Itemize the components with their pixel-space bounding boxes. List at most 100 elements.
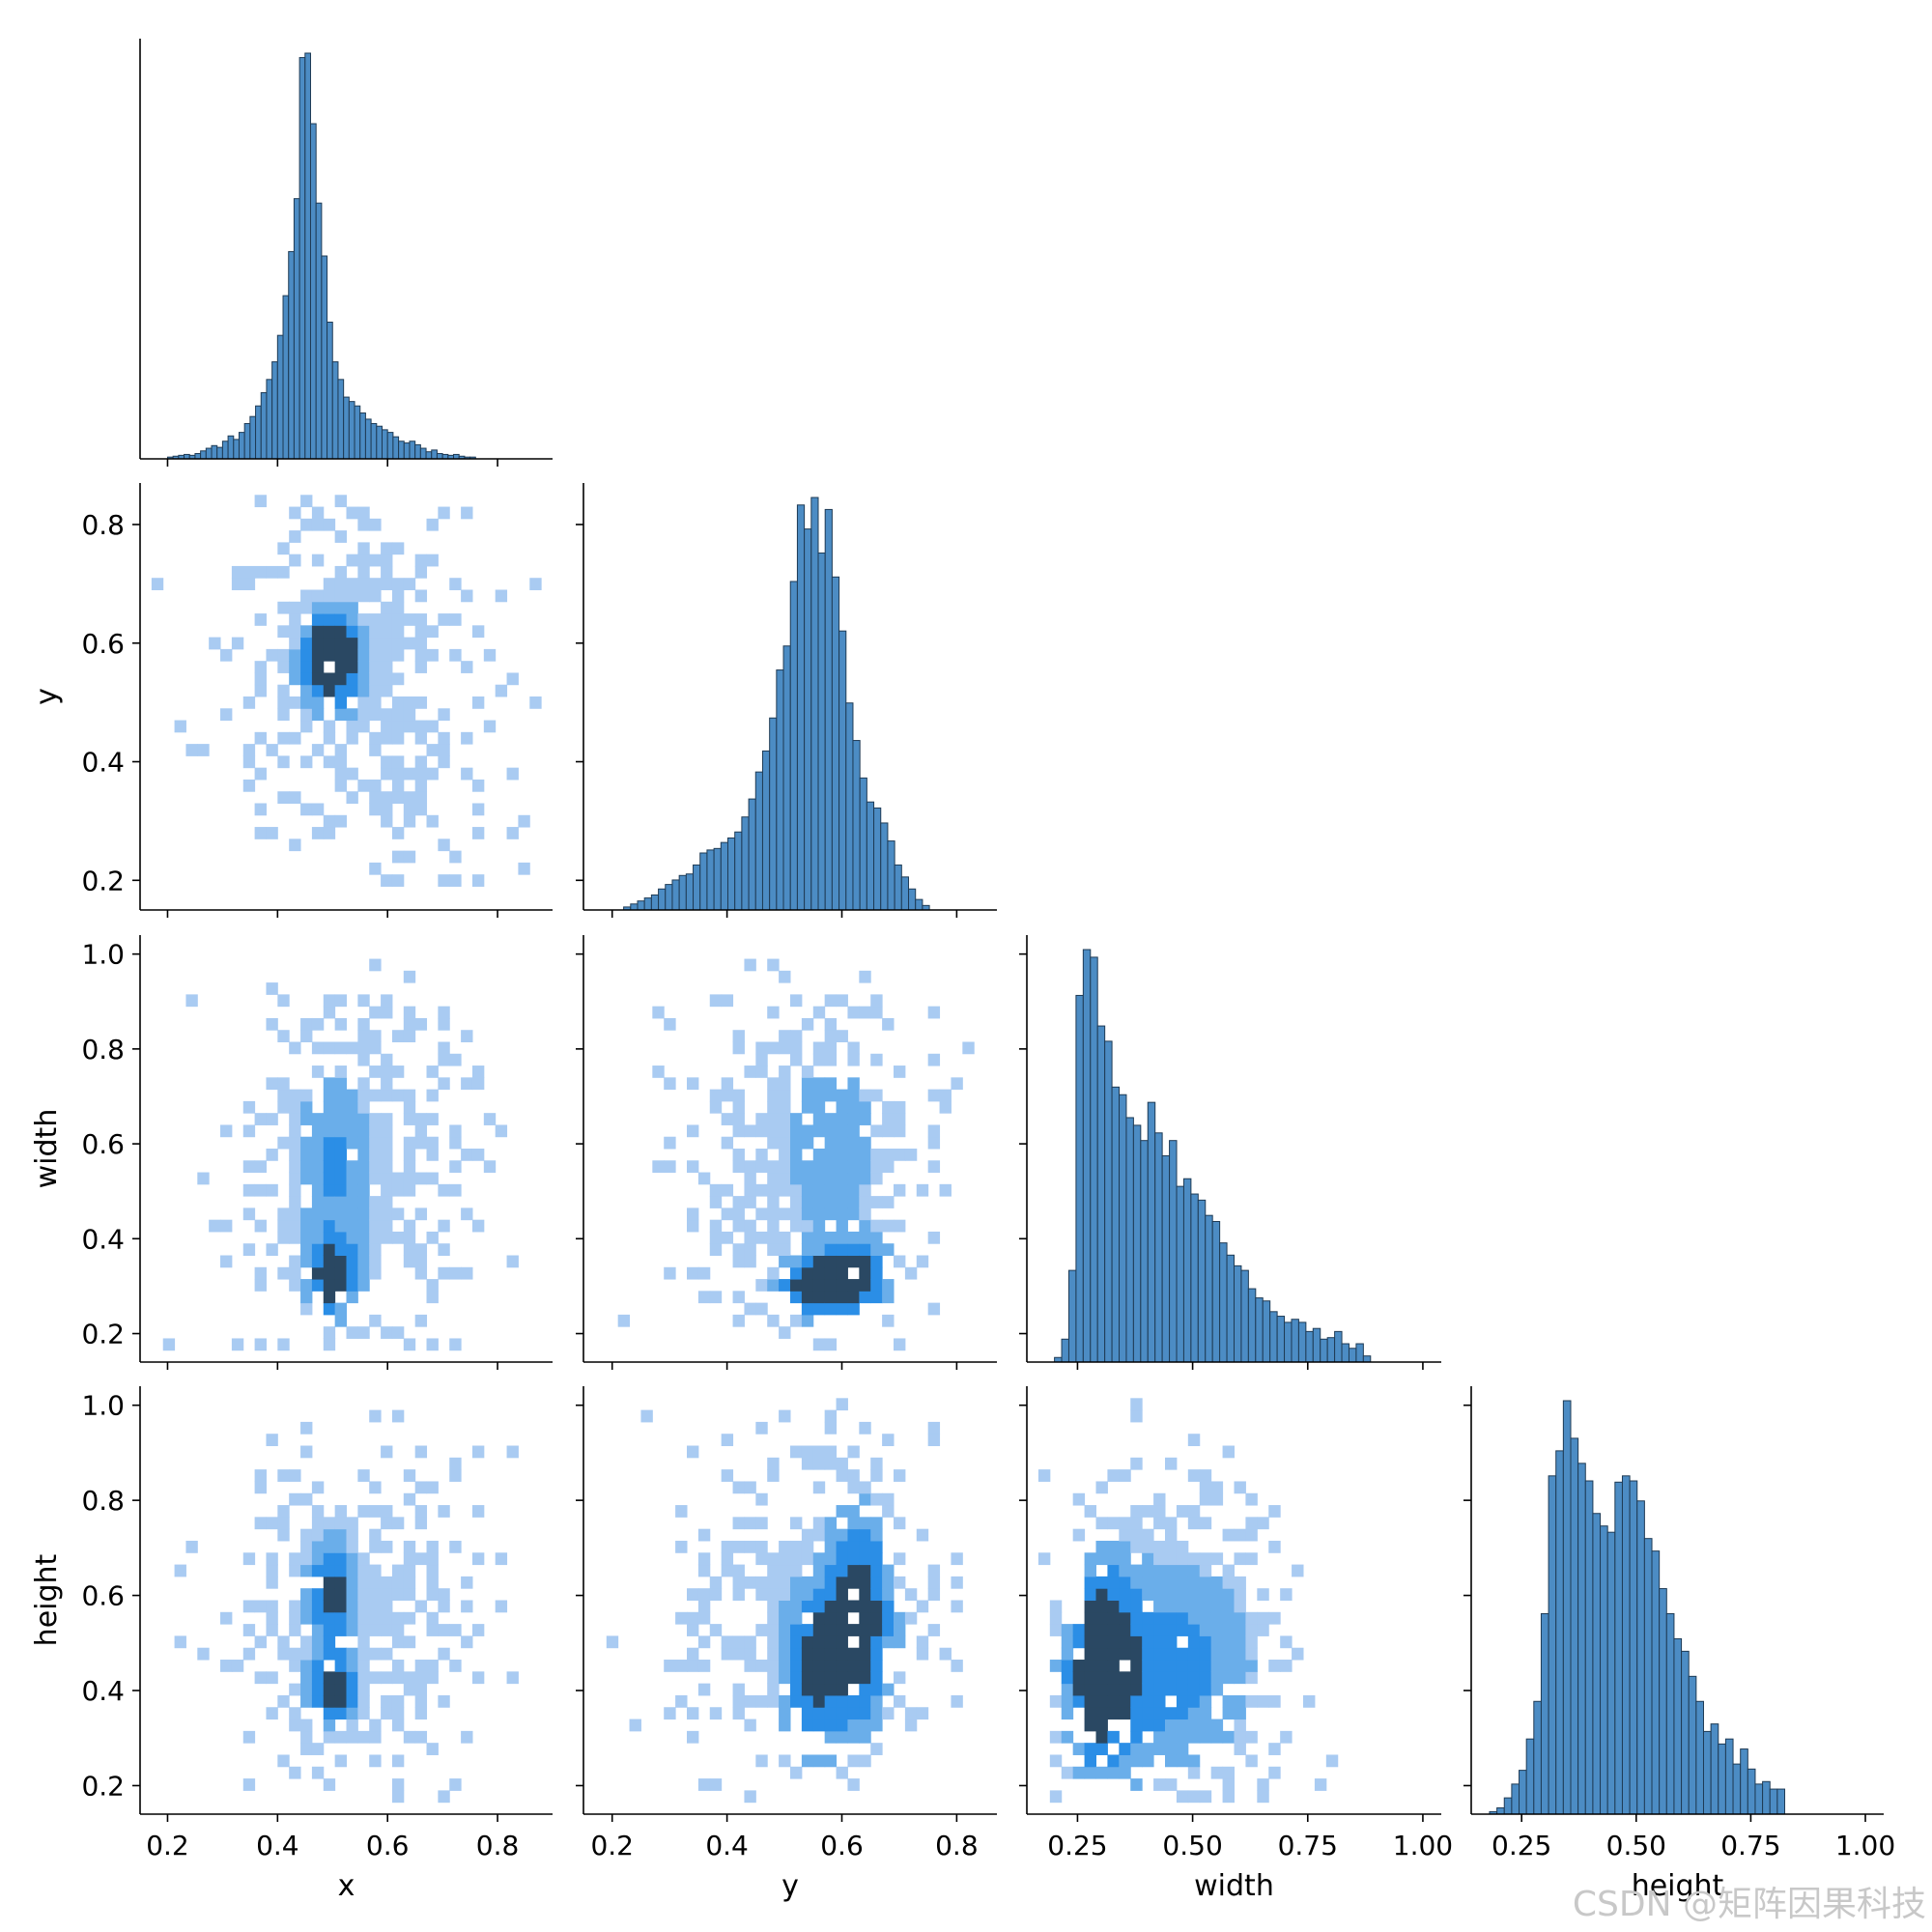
heatmap-cell — [687, 1219, 699, 1233]
heatmap-cell — [779, 1707, 791, 1720]
heatmap-cell — [697, 1291, 711, 1304]
heatmap-cell — [1176, 1730, 1189, 1744]
x-tick-label: 0.75 — [1720, 1830, 1780, 1861]
heatmap-cell — [847, 1576, 860, 1589]
heatmap-cell — [346, 767, 358, 781]
heatmap-cell — [381, 613, 393, 626]
heatmap-cell — [414, 1314, 428, 1327]
heatmap-cell — [414, 1517, 428, 1530]
heatmap-cell — [870, 1457, 883, 1470]
heatmap-cell — [1187, 1624, 1201, 1636]
x-tick-label: 0.4 — [705, 1830, 749, 1861]
heatmap-cell — [1165, 1671, 1178, 1685]
heatmap-cell — [220, 1611, 233, 1625]
heatmap-cell — [300, 1564, 313, 1577]
heatmap-cell — [414, 696, 428, 709]
heatmap-cell — [357, 1149, 370, 1161]
heatmap-cell — [391, 1707, 405, 1720]
heatmap-cell — [1245, 1624, 1258, 1636]
heatmap-cell — [1222, 1635, 1235, 1649]
heatmap-cell — [1165, 1457, 1178, 1470]
heatmap-cell — [836, 994, 848, 1008]
hist-bar-width — [1176, 1185, 1184, 1363]
heatmap-cell — [1292, 1647, 1304, 1661]
heatmap-cell — [870, 1266, 883, 1280]
heatmap-cell — [438, 1053, 450, 1066]
heatmap-cell — [381, 565, 393, 579]
heatmap-cell — [744, 1160, 756, 1174]
heatmap-cell — [426, 1136, 439, 1150]
heatmap-cell — [1303, 1694, 1316, 1708]
heatmap-cell — [801, 1077, 814, 1091]
heatmap-cell — [323, 1552, 336, 1566]
heatmap-cell — [824, 1030, 838, 1042]
heatmap-cell — [369, 1231, 382, 1244]
heatmap-cell — [824, 1208, 838, 1221]
heatmap-cell — [209, 1219, 221, 1233]
heatmap-cell — [779, 1100, 791, 1114]
heatmap-cell — [779, 1208, 791, 1221]
heatmap-cell — [254, 731, 267, 745]
heatmap-cell — [732, 1208, 745, 1221]
y-axis-label: width — [30, 1109, 64, 1189]
heatmap-cell — [1130, 1564, 1143, 1577]
heatmap-cell — [1165, 1730, 1178, 1744]
heatmap-cell — [1245, 1694, 1258, 1708]
heatmap-cell — [323, 1124, 336, 1138]
heatmap-cell — [334, 1231, 347, 1244]
heatmap-cell — [882, 1635, 895, 1649]
heatmap-cell — [289, 637, 301, 650]
heatmap-cell — [859, 1266, 871, 1280]
hist-bar-height — [1718, 1743, 1726, 1815]
heatmap-cell — [381, 661, 393, 673]
heatmap-cell — [870, 1528, 883, 1542]
hist-bar-height — [1659, 1588, 1667, 1815]
heatmap-cell — [242, 779, 256, 792]
heatmap-cell — [951, 1077, 963, 1091]
heatmap-cell — [426, 1065, 439, 1078]
heatmap-cell — [369, 1266, 382, 1280]
heatmap-cell — [369, 1314, 382, 1327]
heatmap-cell — [767, 1041, 780, 1055]
heatmap-cell — [1234, 1635, 1246, 1649]
heatmap-cell — [721, 1077, 734, 1091]
heatmap-cell — [870, 1149, 883, 1161]
hist-bar-width — [1154, 1132, 1163, 1363]
heatmap-cell — [755, 1754, 768, 1768]
heatmap-cell — [812, 1266, 826, 1280]
heatmap-cell — [334, 1576, 347, 1589]
heatmap-cell — [334, 1266, 347, 1280]
heatmap-cell — [266, 565, 278, 579]
heatmap-cell — [346, 1730, 358, 1744]
heatmap-cell — [277, 542, 290, 555]
heatmap-cell — [449, 1778, 462, 1791]
heatmap-cell — [1199, 1660, 1212, 1672]
heatmap-cell — [334, 1611, 347, 1625]
y-tick-label: 0.2 — [81, 1319, 125, 1350]
heatmap-cell — [1187, 1635, 1201, 1649]
heatmap-cell — [357, 1208, 370, 1221]
hist-bar-x — [309, 123, 317, 460]
heatmap-cell — [495, 589, 508, 603]
heatmap-cell — [790, 1314, 803, 1327]
heatmap-cell — [426, 1660, 439, 1672]
heatmap-cell — [882, 1588, 895, 1601]
heatmap-cell — [836, 1766, 848, 1779]
heatmap-cell — [1061, 1671, 1074, 1685]
heatmap-cell — [859, 1219, 871, 1233]
heatmap-cell — [391, 1172, 405, 1185]
heatmap-cell — [357, 1660, 370, 1672]
heatmap-cell — [812, 1077, 826, 1091]
heatmap-cell — [471, 827, 485, 839]
heatmap-cell — [836, 1528, 848, 1542]
heatmap-cell — [894, 1065, 906, 1078]
heatmap-cell — [1199, 1719, 1212, 1732]
heatmap-cell — [311, 1766, 325, 1779]
heatmap-cell — [1187, 1588, 1201, 1601]
heatmap-cell — [859, 1421, 871, 1435]
heatmap-cell — [391, 1754, 405, 1768]
heatmap-cell — [1292, 1564, 1304, 1577]
heatmap-cell — [836, 1030, 848, 1042]
hist-bar-x — [304, 52, 311, 460]
heatmap-cell — [438, 1017, 450, 1031]
